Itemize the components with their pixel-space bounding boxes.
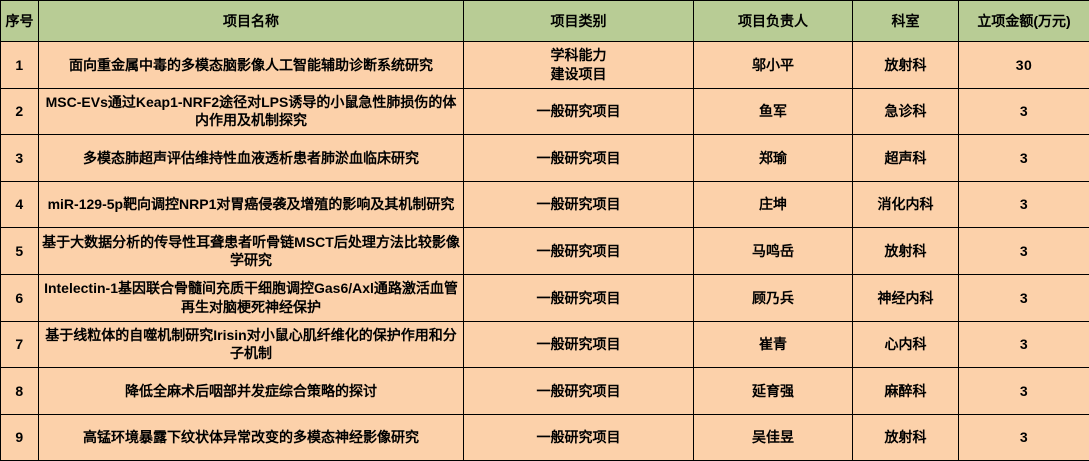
cell-project-name: 高锰环境暴露下纹状体异常改变的多模态神经影像研究	[38, 413, 464, 461]
cell-department: 消化内科	[852, 180, 959, 229]
table-row: 9 高锰环境暴露下纹状体异常改变的多模态神经影像研究 一般研究项目 吴佳昱 放射…	[0, 413, 1089, 461]
cell-funding-amount: 3	[958, 134, 1089, 182]
cell-funding-amount: 3	[958, 273, 1089, 322]
cell-project-category: 一般研究项目	[463, 413, 694, 461]
cell-funding-amount: 30	[958, 41, 1089, 89]
table-header: 序号 项目名称 项目类别 项目负责人 科室 立项金额(万元)	[0, 0, 1089, 42]
table-row: 7 基于线粒体的自噬机制研究Irisin对小鼠心肌纤维化的保护作用和分子机制 一…	[0, 320, 1089, 369]
cell-project-leader: 庄坤	[693, 180, 853, 229]
cell-department: 放射科	[852, 41, 959, 89]
cell-project-leader: 顾乃兵	[693, 273, 853, 322]
cell-row-number: 7	[0, 320, 39, 369]
table-body: 1 面向重金属中毒的多模态脑影像人工智能辅助诊断系统研究 学科能力 建设项目 邬…	[0, 41, 1089, 461]
header-category: 项目类别	[463, 0, 694, 42]
cell-project-leader: 延育强	[693, 367, 853, 415]
cell-row-number: 8	[0, 367, 39, 415]
cell-project-name: 面向重金属中毒的多模态脑影像人工智能辅助诊断系统研究	[38, 41, 464, 89]
cell-project-leader: 吴佳昱	[693, 413, 853, 461]
cell-funding-amount: 3	[958, 367, 1089, 415]
cell-project-category: 学科能力 建设项目	[463, 41, 694, 89]
table-row: 2 MSC-EVs通过Keap1-NRF2途径对LPS诱导的小鼠急性肺损伤的体内…	[0, 87, 1089, 136]
header-leader: 项目负责人	[693, 0, 853, 42]
cell-funding-amount: 3	[958, 320, 1089, 369]
cell-department: 急诊科	[852, 87, 959, 136]
cell-project-name: 多模态肺超声评估维持性血液透析患者肺淤血临床研究	[38, 134, 464, 182]
header-no: 序号	[0, 0, 39, 42]
table-row: 6 Intelectin-1基因联合骨髓间充质干细胞调控Gas6/Axl通路激活…	[0, 273, 1089, 322]
cell-project-name: 基于线粒体的自噬机制研究Irisin对小鼠心肌纤维化的保护作用和分子机制	[38, 320, 464, 369]
cell-project-category: 一般研究项目	[463, 87, 694, 136]
table-row: 5 基于大数据分析的传导性耳聋患者听骨链MSCT后处理方法比较影像学研究 一般研…	[0, 227, 1089, 275]
cell-project-name: 基于大数据分析的传导性耳聋患者听骨链MSCT后处理方法比较影像学研究	[38, 227, 464, 275]
header-row: 序号 项目名称 项目类别 项目负责人 科室 立项金额(万元)	[0, 0, 1089, 42]
cell-department: 心内科	[852, 320, 959, 369]
header-department: 科室	[852, 0, 959, 42]
cell-funding-amount: 3	[958, 87, 1089, 136]
cell-project-category: 一般研究项目	[463, 273, 694, 322]
header-project-name: 项目名称	[38, 0, 464, 42]
cell-department: 麻醉科	[852, 367, 959, 415]
cell-funding-amount: 3	[958, 227, 1089, 275]
cell-project-leader: 郑瑜	[693, 134, 853, 182]
cell-project-leader: 邬小平	[693, 41, 853, 89]
cell-department: 放射科	[852, 413, 959, 461]
cell-project-category: 一般研究项目	[463, 320, 694, 369]
header-amount: 立项金额(万元)	[958, 0, 1089, 42]
cell-project-category: 一般研究项目	[463, 180, 694, 229]
cell-project-name: miR-129-5p靶向调控NRP1对胃癌侵袭及增殖的影响及其机制研究	[38, 180, 464, 229]
cell-row-number: 6	[0, 273, 39, 322]
cell-funding-amount: 3	[958, 413, 1089, 461]
cell-project-leader: 马鸣岳	[693, 227, 853, 275]
cell-department: 神经内科	[852, 273, 959, 322]
table-row: 8 降低全麻术后咽部并发症综合策略的探讨 一般研究项目 延育强 麻醉科 3	[0, 367, 1089, 415]
cell-row-number: 3	[0, 134, 39, 182]
cell-project-category: 一般研究项目	[463, 134, 694, 182]
cell-project-category: 一般研究项目	[463, 227, 694, 275]
cell-row-number: 9	[0, 413, 39, 461]
cell-project-leader: 崔青	[693, 320, 853, 369]
cell-row-number: 2	[0, 87, 39, 136]
cell-funding-amount: 3	[958, 180, 1089, 229]
table-row: 3 多模态肺超声评估维持性血液透析患者肺淤血临床研究 一般研究项目 郑瑜 超声科…	[0, 134, 1089, 182]
cell-row-number: 5	[0, 227, 39, 275]
cell-department: 放射科	[852, 227, 959, 275]
cell-project-category: 一般研究项目	[463, 367, 694, 415]
cell-project-name: 降低全麻术后咽部并发症综合策略的探讨	[38, 367, 464, 415]
cell-row-number: 4	[0, 180, 39, 229]
cell-row-number: 1	[0, 41, 39, 89]
table-row: 4 miR-129-5p靶向调控NRP1对胃癌侵袭及增殖的影响及其机制研究 一般…	[0, 180, 1089, 229]
cell-department: 超声科	[852, 134, 959, 182]
cell-project-name: MSC-EVs通过Keap1-NRF2途径对LPS诱导的小鼠急性肺损伤的体内作用…	[38, 87, 464, 136]
cell-project-name: Intelectin-1基因联合骨髓间充质干细胞调控Gas6/Axl通路激活血管…	[38, 273, 464, 322]
table-row: 1 面向重金属中毒的多模态脑影像人工智能辅助诊断系统研究 学科能力 建设项目 邬…	[0, 41, 1089, 89]
cell-project-leader: 鱼军	[693, 87, 853, 136]
